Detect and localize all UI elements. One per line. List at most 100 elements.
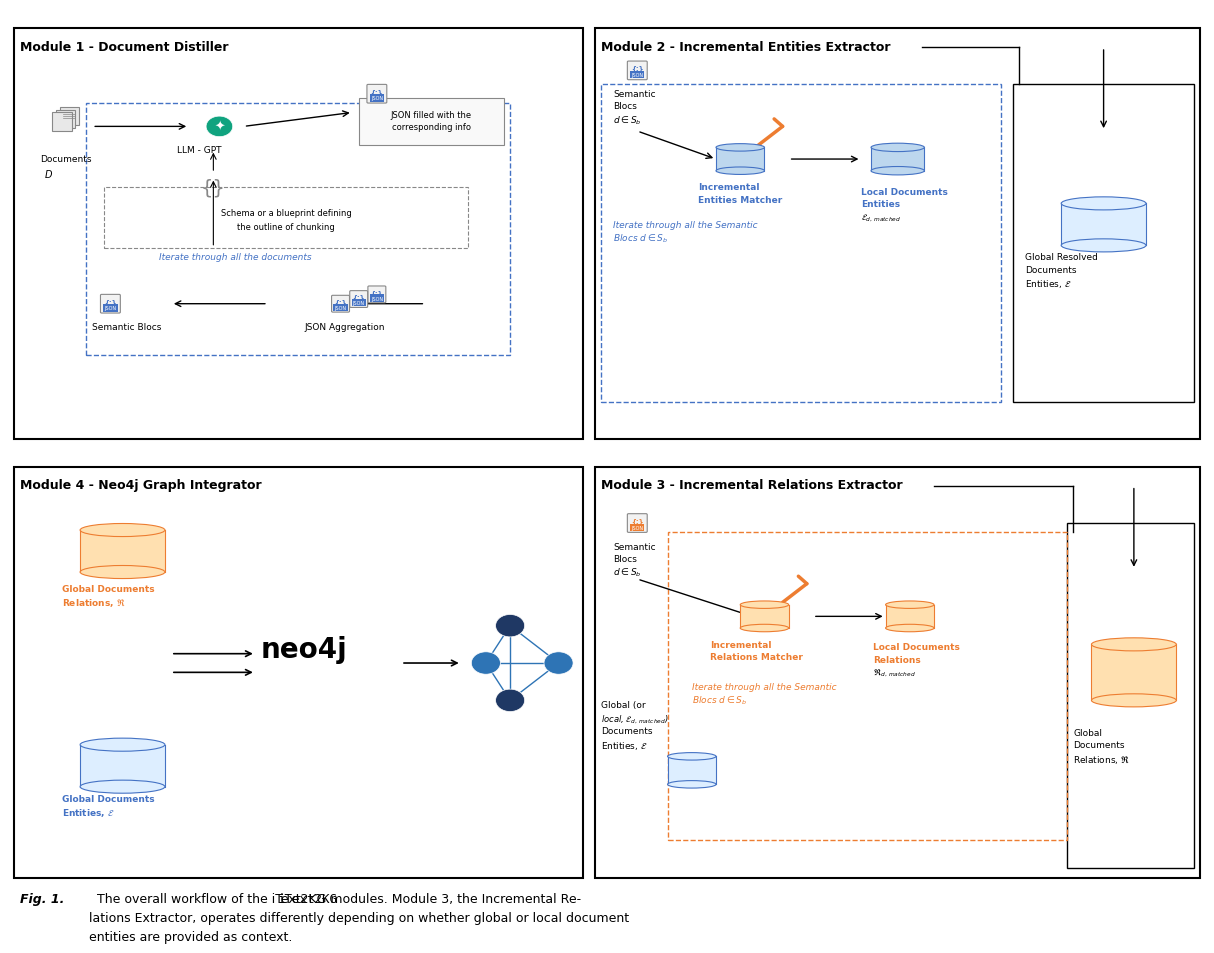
Ellipse shape	[741, 601, 789, 609]
FancyBboxPatch shape	[1091, 644, 1176, 700]
Text: Local Documents: Local Documents	[873, 643, 960, 652]
FancyBboxPatch shape	[56, 111, 75, 129]
Text: $\mathfrak{R}_{d,\,matched}$: $\mathfrak{R}_{d,\,matched}$	[873, 667, 917, 679]
FancyBboxPatch shape	[367, 86, 387, 104]
Circle shape	[206, 117, 233, 137]
Text: {:}: {:}	[334, 298, 347, 306]
Text: Global (or: Global (or	[601, 700, 646, 710]
FancyBboxPatch shape	[1061, 204, 1146, 246]
Ellipse shape	[1091, 694, 1176, 707]
FancyBboxPatch shape	[331, 296, 350, 313]
Ellipse shape	[716, 168, 765, 175]
Text: LLM - GPT: LLM - GPT	[177, 146, 221, 155]
Text: ✦: ✦	[214, 121, 225, 133]
Text: Entities: Entities	[862, 200, 901, 209]
FancyBboxPatch shape	[80, 531, 165, 573]
Text: {:}: {:}	[631, 66, 643, 72]
FancyBboxPatch shape	[668, 757, 716, 784]
Text: JSON: JSON	[104, 306, 117, 311]
Text: $\mathcal{E}_{d,\,matched}$: $\mathcal{E}_{d,\,matched}$	[862, 213, 902, 223]
Text: {:}: {:}	[631, 517, 643, 524]
Text: Documents: Documents	[601, 727, 652, 736]
Ellipse shape	[80, 739, 165, 751]
Text: {:}: {:}	[104, 298, 117, 305]
FancyBboxPatch shape	[741, 605, 789, 628]
Text: The overall workflow of the iText2KG modules. Module 3, the Incremental Re-
lati: The overall workflow of the iText2KG mod…	[89, 892, 629, 943]
Text: JSON: JSON	[370, 296, 382, 301]
Text: Documents: Documents	[40, 155, 91, 164]
FancyBboxPatch shape	[368, 287, 386, 303]
Text: Schema or a blueprint defining: Schema or a blueprint defining	[221, 209, 351, 217]
Text: Blocs: Blocs	[613, 555, 637, 563]
Text: corresponding info: corresponding info	[392, 123, 471, 132]
Ellipse shape	[885, 624, 934, 632]
Text: $d \in S_b$: $d \in S_b$	[613, 114, 641, 127]
FancyBboxPatch shape	[13, 30, 583, 439]
Ellipse shape	[1061, 239, 1146, 253]
Ellipse shape	[80, 566, 165, 578]
Text: Documents: Documents	[1025, 265, 1077, 274]
FancyBboxPatch shape	[872, 149, 924, 172]
Text: JSON: JSON	[631, 525, 643, 530]
Text: Global Documents: Global Documents	[62, 794, 154, 802]
FancyBboxPatch shape	[101, 295, 120, 314]
Text: Documents: Documents	[1073, 740, 1125, 750]
Ellipse shape	[80, 524, 165, 537]
Text: Incremental: Incremental	[698, 183, 759, 193]
Text: {}: {}	[200, 178, 226, 197]
Ellipse shape	[872, 168, 924, 175]
Text: Entities, $\mathcal{E}$: Entities, $\mathcal{E}$	[1025, 277, 1072, 290]
Ellipse shape	[872, 144, 924, 152]
Text: local, $\mathcal{E}_{d,\,matched}$): local, $\mathcal{E}_{d,\,matched}$)	[601, 713, 669, 725]
Ellipse shape	[741, 624, 789, 632]
Text: Module 4 - Neo4j Graph Integrator: Module 4 - Neo4j Graph Integrator	[19, 478, 261, 492]
FancyBboxPatch shape	[358, 99, 504, 146]
Text: Semantic Blocs: Semantic Blocs	[92, 323, 161, 332]
Ellipse shape	[668, 753, 716, 760]
Circle shape	[495, 615, 524, 638]
Ellipse shape	[1091, 639, 1176, 651]
Text: JSON: JSON	[631, 73, 643, 78]
Text: $d \in S_b$: $d \in S_b$	[613, 566, 641, 578]
Text: Entities Matcher: Entities Matcher	[698, 195, 782, 204]
Text: Incremental: Incremental	[710, 640, 771, 649]
Ellipse shape	[1061, 197, 1146, 211]
Text: Semantic: Semantic	[613, 90, 656, 99]
Text: JSON filled with the: JSON filled with the	[391, 111, 472, 120]
Text: JSON: JSON	[370, 96, 382, 101]
Ellipse shape	[885, 601, 934, 609]
Text: Entities, $\mathcal{E}$: Entities, $\mathcal{E}$	[62, 806, 114, 818]
Text: {:}: {:}	[352, 294, 365, 301]
FancyBboxPatch shape	[716, 149, 765, 172]
FancyBboxPatch shape	[59, 108, 79, 127]
Text: Blocs $d \in S_b$: Blocs $d \in S_b$	[613, 233, 668, 245]
Text: Blocs $d \in S_b$: Blocs $d \in S_b$	[692, 694, 747, 706]
Text: Global: Global	[1073, 729, 1102, 738]
Text: Module 1 - Document Distiller: Module 1 - Document Distiller	[19, 41, 228, 53]
Text: Relations: Relations	[873, 655, 921, 664]
Text: Global Resolved: Global Resolved	[1025, 253, 1097, 262]
FancyBboxPatch shape	[1067, 523, 1195, 868]
Ellipse shape	[668, 781, 716, 788]
Circle shape	[495, 689, 524, 712]
Text: Blocs: Blocs	[613, 102, 637, 112]
FancyBboxPatch shape	[595, 468, 1201, 878]
Circle shape	[544, 652, 573, 675]
Text: Module 2 - Incremental Entities Extractor: Module 2 - Incremental Entities Extracto…	[601, 41, 890, 53]
Text: Fig. 1.: Fig. 1.	[19, 892, 64, 904]
Ellipse shape	[716, 145, 765, 152]
Text: JSON: JSON	[335, 306, 346, 311]
Text: Iterate through all the Semantic: Iterate through all the Semantic	[692, 682, 836, 691]
Text: Entities, $\mathcal{E}$: Entities, $\mathcal{E}$	[601, 739, 648, 751]
Text: $D$: $D$	[44, 168, 53, 179]
Circle shape	[471, 652, 500, 675]
Text: Semantic: Semantic	[613, 542, 656, 551]
Text: neo4j: neo4j	[261, 636, 347, 663]
Text: JSON Aggregation: JSON Aggregation	[305, 323, 385, 332]
FancyBboxPatch shape	[350, 292, 368, 308]
FancyBboxPatch shape	[628, 62, 647, 81]
FancyBboxPatch shape	[885, 605, 934, 628]
FancyBboxPatch shape	[13, 468, 583, 878]
Text: Relations Matcher: Relations Matcher	[710, 652, 802, 661]
FancyBboxPatch shape	[80, 745, 165, 787]
